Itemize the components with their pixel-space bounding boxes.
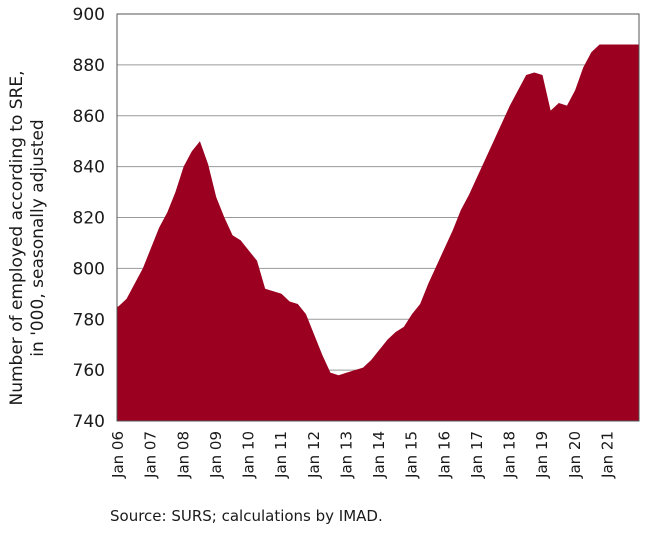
y-tick-label: 780 [73,310,105,330]
y-tick-label: 900 [73,5,105,25]
x-tick-label: Jan 12 [305,431,323,479]
x-tick-label: Jan 17 [468,431,486,479]
x-tick-label: Jan 16 [435,431,453,479]
y-axis-title-line-2: in '000, seasonally adjusted [28,119,48,356]
y-axis-title-line-1: Number of employed according to SRE, [7,70,27,405]
plot-frame [116,13,640,422]
y-tick-label: 880 [73,56,105,76]
y-tick-label: 740 [73,412,105,432]
y-tick-label: 820 [73,209,105,229]
x-tick-label: Jan 10 [240,431,258,479]
x-tick-label: Jan 06 [109,431,127,479]
x-tick-label: Jan 19 [533,431,551,479]
x-tick-label: Jan 15 [403,431,421,479]
x-tick-label: Jan 08 [174,431,192,479]
y-tick-label: 840 [73,158,105,178]
y-tick-label: 860 [73,107,105,127]
y-tick-label: 800 [73,259,105,279]
x-tick-labels: Jan 06 Jan 07 Jan 08 Jan 09 Jan 10 Jan 11 Jan … [109,431,616,479]
employment-area [117,44,639,422]
y-tick-label: 760 [73,361,105,381]
x-tick-label: Jan 18 [501,431,519,479]
x-tick-label: Jan 21 [598,431,616,479]
x-tick-label: Jan 09 [207,431,225,479]
data-area-layer [117,44,639,422]
x-tick-label: Jan 20 [566,431,584,479]
x-tick-label: Jan 11 [272,431,290,479]
x-tick-label: Jan 13 [337,431,355,479]
y-tick-labels: 740 760 780 800 820 840 860 880 900 [73,5,105,432]
source-note: Source: SURS; calculations by IMAD. [110,507,383,525]
x-tick-label: Jan 14 [370,431,388,479]
x-tick-label: Jan 07 [142,431,160,479]
